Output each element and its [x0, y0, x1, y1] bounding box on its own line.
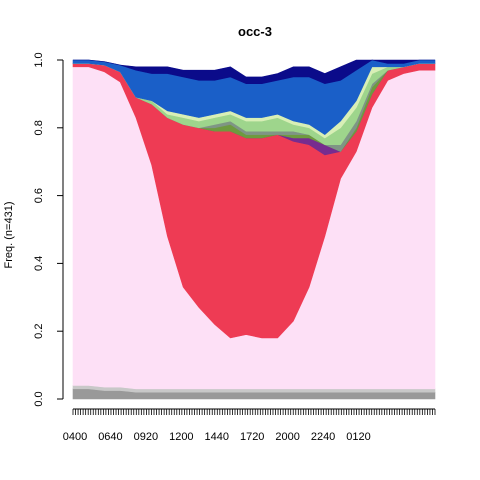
- x-tick-label: 2240: [311, 431, 335, 443]
- y-tick-label: 0.0: [33, 391, 45, 406]
- y-tick-label: 0.8: [33, 120, 45, 135]
- x-tick-label: 0920: [134, 431, 158, 443]
- plot-area: [73, 60, 435, 399]
- x-tick-label: 0400: [63, 431, 87, 443]
- x-tick-label: 2000: [275, 431, 299, 443]
- x-tick-label: 1720: [240, 431, 264, 443]
- x-axis: 0400 0640 0920 1200 1440 1720 2000 2240 0120: [63, 409, 435, 443]
- x-tick-label: 1440: [205, 431, 229, 443]
- x-tick-label: 0120: [346, 431, 370, 443]
- y-tick-label: 1.0: [33, 52, 45, 67]
- y-tick-label: 0.2: [33, 324, 45, 339]
- y-axis: 0.0 0.2 0.4 0.6 0.8 1.0: [33, 52, 63, 406]
- chart-title: occ-3: [238, 24, 272, 39]
- x-tick-label: 0640: [98, 431, 122, 443]
- y-tick-label: 0.4: [33, 256, 45, 271]
- x-tick-label: 1200: [169, 431, 193, 443]
- y-tick-label: 0.6: [33, 188, 45, 203]
- y-axis-label: Freq. (n=431): [3, 202, 15, 269]
